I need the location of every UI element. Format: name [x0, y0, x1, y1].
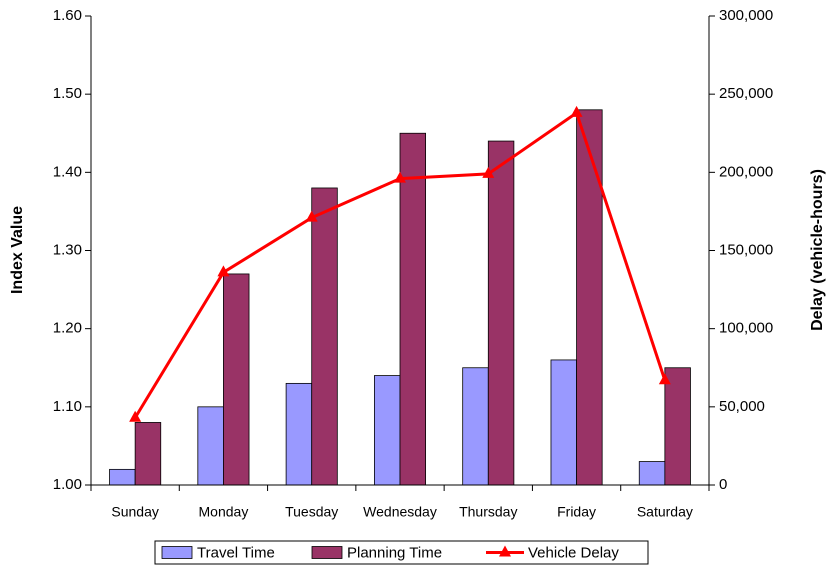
y-tick-label: 1.50 — [53, 85, 82, 102]
y-tick-label: 1.20 — [53, 320, 82, 337]
bar — [462, 367, 489, 486]
y-tick-label: 1.30 — [53, 241, 82, 258]
bar — [109, 468, 136, 486]
marker — [217, 265, 230, 277]
bar — [399, 132, 427, 486]
bar — [487, 140, 515, 486]
marker — [482, 166, 495, 178]
y-tick-label: 1.00 — [53, 476, 82, 493]
y2-tick-label: 250,000 — [719, 85, 773, 102]
bar — [664, 367, 691, 486]
bar — [223, 273, 250, 486]
y2-tick-label: 100,000 — [719, 320, 773, 337]
x-tick-label: Saturday — [637, 504, 693, 520]
x-tick-label: Wednesday — [363, 504, 437, 520]
x-tick-label: Thursday — [459, 504, 517, 520]
y-tick-label: 1.60 — [53, 7, 82, 24]
legend-label: Planning Time — [347, 544, 442, 561]
bar — [550, 359, 577, 486]
y2-tick-label: 150,000 — [719, 241, 773, 258]
bar — [197, 406, 224, 486]
legend-swatch — [311, 546, 343, 559]
y2-tick-label: 200,000 — [719, 163, 773, 180]
marker — [394, 171, 406, 183]
bar — [134, 422, 162, 486]
bar — [576, 109, 603, 486]
bar — [638, 461, 666, 486]
bar — [373, 375, 401, 486]
bar — [285, 382, 313, 486]
y2-tick-label: 0 — [719, 476, 727, 493]
marker — [570, 105, 583, 117]
bar — [311, 187, 338, 486]
marker — [658, 373, 671, 385]
y-axis-title: Index Value — [9, 206, 26, 294]
y2-axis-title: Delay (vehicle-hours) — [809, 169, 826, 331]
y2-tick-label: 50,000 — [719, 398, 765, 415]
x-tick-label: Friday — [557, 504, 596, 520]
x-tick-label: Sunday — [111, 504, 158, 520]
marker — [129, 410, 142, 422]
legend-swatch — [161, 546, 193, 559]
y2-tick-label: 300,000 — [719, 7, 773, 24]
legend-label: Travel Time — [197, 544, 275, 561]
x-tick-label: Tuesday — [285, 504, 338, 520]
y-tick-label: 1.10 — [53, 398, 82, 415]
legend-marker — [499, 545, 511, 557]
marker — [305, 210, 318, 222]
legend-label: Vehicle Delay — [528, 544, 619, 561]
x-tick-label: Monday — [199, 504, 249, 520]
y-tick-label: 1.40 — [53, 163, 82, 180]
legend-box — [154, 540, 649, 565]
